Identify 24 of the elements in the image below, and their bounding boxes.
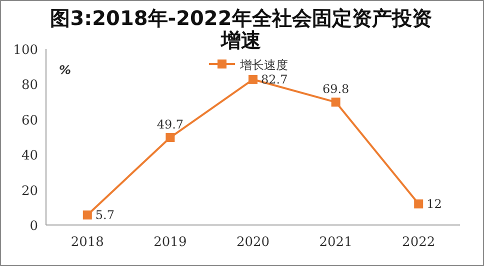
- x-tick-label: 2018: [70, 235, 104, 250]
- y-axis-title: %: [58, 63, 72, 77]
- point: [82, 210, 92, 220]
- y-tick-label: 20: [21, 184, 38, 199]
- y-tick-label: 80: [21, 78, 38, 94]
- x-tick-label: 2019: [154, 235, 187, 250]
- data-label: 12: [426, 196, 442, 211]
- point: [166, 133, 175, 142]
- point: [248, 74, 258, 84]
- legend-label: 增长速度: [239, 58, 288, 72]
- x-tick-label: 2022: [402, 235, 436, 250]
- data-label: 5.7: [95, 208, 114, 222]
- point: [331, 98, 340, 107]
- y-tick-label: 40: [21, 148, 38, 164]
- data-label: 82.7: [261, 72, 288, 86]
- x-tick-label: 2021: [319, 235, 352, 250]
- data-label: 49.7: [156, 118, 184, 132]
- x-tick-label: 2020: [236, 235, 270, 250]
- point: [414, 199, 424, 208]
- data-label: 69.8: [322, 82, 350, 96]
- y-tick-label: 60: [21, 113, 38, 128]
- y-tick-label: 0: [30, 219, 38, 234]
- chart-title: 图3:2018年-2022年全社会固定资产投资增速: [49, 6, 433, 52]
- y-tick-label: 100: [13, 43, 38, 58]
